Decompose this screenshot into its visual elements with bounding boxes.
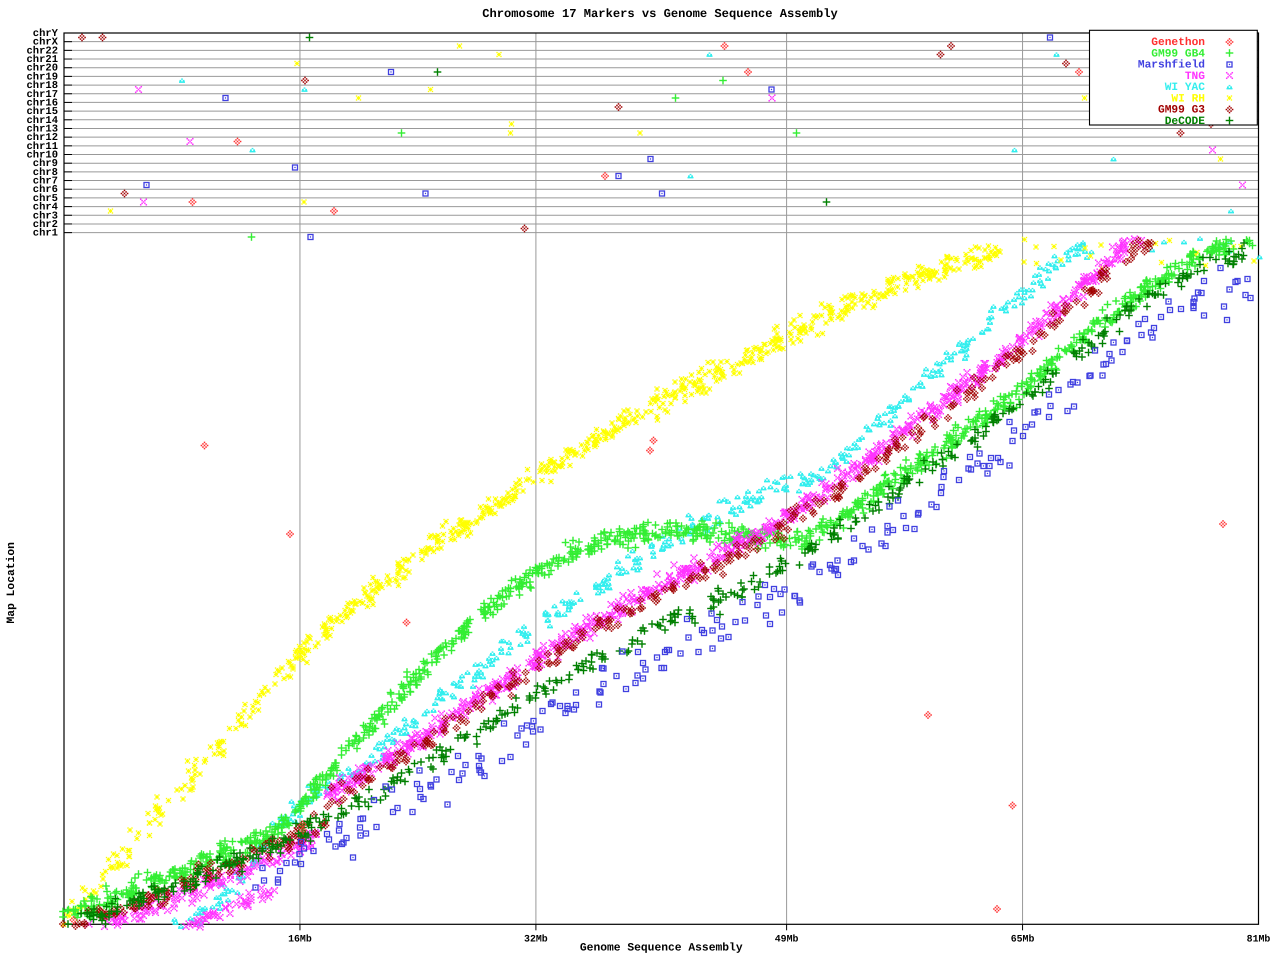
svg-text:chr1: chr1 (33, 228, 58, 240)
svg-text:Genome Sequence Assembly: Genome Sequence Assembly (580, 942, 743, 955)
svg-text:81Mb: 81Mb (1247, 933, 1271, 944)
svg-text:Map Location: Map Location (5, 542, 18, 624)
svg-text:32Mb: 32Mb (524, 933, 548, 944)
svg-text:49Mb: 49Mb (775, 933, 799, 944)
svg-text:65Mb: 65Mb (1011, 933, 1035, 944)
svg-text:16Mb: 16Mb (288, 933, 312, 944)
svg-text:Chromosome 17 Markers vs Genom: Chromosome 17 Markers vs Genome Sequence… (482, 7, 838, 21)
